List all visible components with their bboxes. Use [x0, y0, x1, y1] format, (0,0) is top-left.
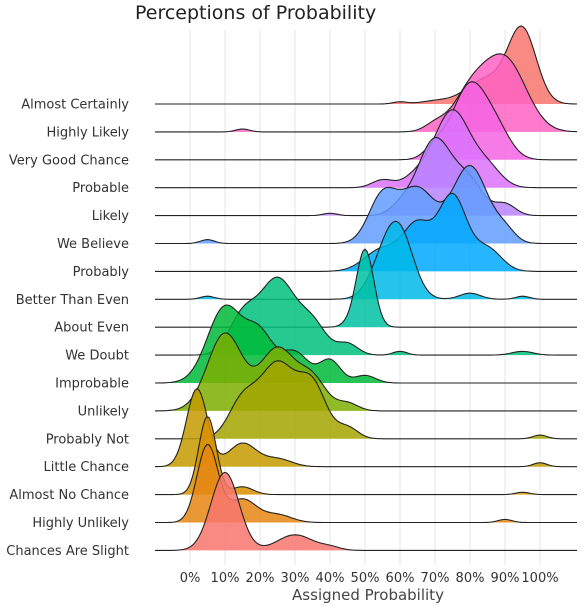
x-tick-label: 70% — [421, 571, 450, 586]
x-tick-label: 20% — [246, 571, 275, 586]
y-category-label: Improbable — [55, 377, 129, 392]
ridge-area — [155, 26, 578, 104]
y-category-label: Almost No Chance — [9, 488, 129, 503]
y-category-label: We Believe — [57, 237, 129, 252]
x-axis-labels: 0% 10% 20% 30% 40% 50% 60% 70% 80% 90% 100% — [180, 571, 559, 586]
y-axis-labels: Almost Certainly Highly Likely Very Good C… — [6, 98, 129, 559]
x-tick-label: 40% — [316, 571, 345, 586]
ridge-outline — [155, 137, 577, 217]
ridge-outline — [155, 304, 577, 384]
ridge-outline — [154, 388, 577, 468]
ridge-outline — [155, 164, 577, 245]
y-category-label: We Doubt — [65, 349, 129, 364]
x-tick-label: 0% — [180, 571, 201, 586]
y-category-label: Almost Certainly — [21, 98, 129, 113]
x-tick-label: 90% — [491, 571, 520, 586]
y-category-label: About Even — [54, 321, 129, 336]
y-category-label: Highly Unlikely — [32, 516, 129, 531]
ridge-outline — [155, 471, 577, 551]
ridge-area — [155, 165, 578, 244]
x-axis-title: Assigned Probability — [292, 586, 444, 604]
ridge-area — [155, 360, 578, 439]
ridge-outline — [155, 360, 577, 440]
y-category-label: Better Than Even — [16, 293, 129, 308]
y-category-label: Probable — [72, 181, 129, 196]
y-category-label: Little Chance — [44, 460, 129, 475]
y-category-label: Chances Are Slight — [6, 544, 129, 559]
y-category-label: Highly Likely — [46, 125, 129, 140]
ridge-outline — [155, 109, 577, 189]
ridge-area — [155, 249, 578, 328]
y-category-label: Probably — [73, 265, 130, 280]
y-category-label: Unlikely — [78, 404, 130, 419]
ridge-area — [155, 332, 578, 411]
x-tick-label: 60% — [386, 571, 415, 586]
ridge-area — [155, 444, 578, 523]
ridge-outline — [155, 53, 578, 133]
x-tick-label: 30% — [281, 571, 310, 586]
ridge-outline — [155, 25, 578, 105]
ridge-area — [155, 472, 578, 551]
y-category-label: Probably Not — [46, 432, 129, 447]
ridge-outline — [155, 81, 577, 161]
x-tick-label: 100% — [521, 571, 558, 586]
x-tick-label: 10% — [211, 571, 240, 586]
y-category-label: Likely — [92, 209, 130, 224]
ridge-outline — [155, 332, 577, 412]
x-tick-label: 50% — [351, 571, 380, 586]
ridges — [154, 25, 578, 551]
x-tick-label: 80% — [456, 571, 485, 586]
y-category-label: Very Good Chance — [9, 153, 129, 168]
chart-title: Perceptions of Probability — [135, 2, 377, 24]
ridge-area — [155, 193, 578, 272]
